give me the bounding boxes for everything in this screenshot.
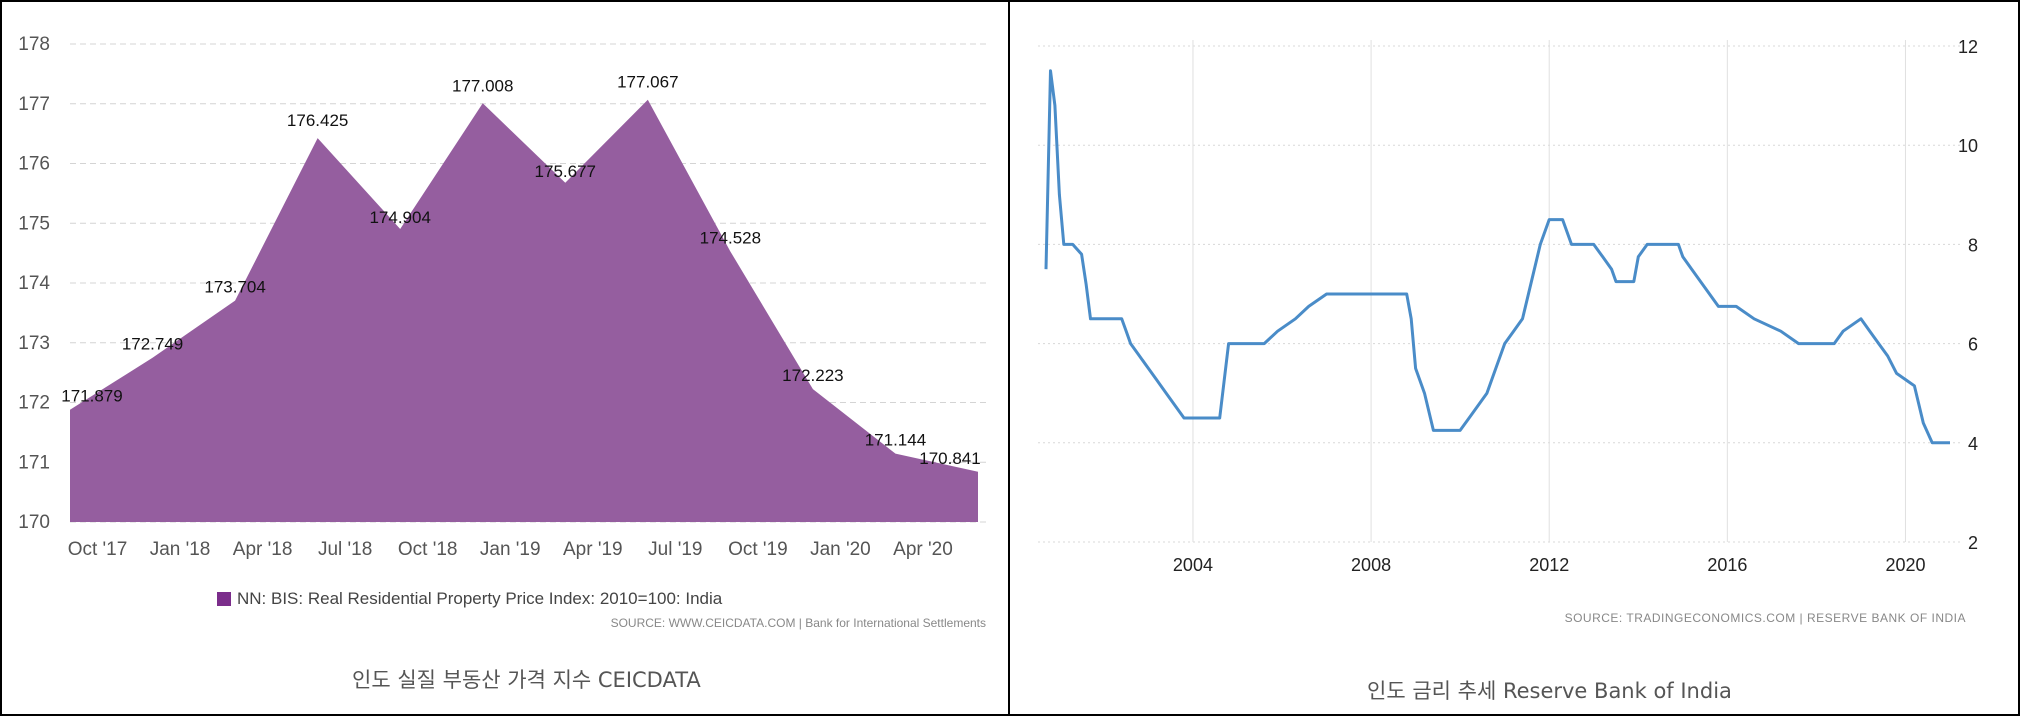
y-tick-label: 12 bbox=[1958, 37, 1978, 57]
data-label: 173.704 bbox=[204, 278, 265, 297]
legend[interactable]: NN: BIS: Real Residential Property Price… bbox=[217, 589, 722, 609]
data-label: 177.008 bbox=[452, 76, 513, 95]
y-tick-label: 177 bbox=[18, 94, 50, 115]
source-note: SOURCE: TRADINGECONOMICS.COM | RESERVE B… bbox=[1564, 611, 1966, 625]
y-tick-label: 178 bbox=[18, 34, 50, 55]
y-tick-label: 173 bbox=[18, 333, 50, 354]
source-note: SOURCE: WWW.CEICDATA.COM | Bank for Inte… bbox=[610, 616, 986, 630]
data-label: 174.904 bbox=[369, 208, 430, 227]
x-tick-label: Apr '18 bbox=[233, 539, 293, 560]
y-tick-label: 170 bbox=[18, 512, 50, 533]
data-label: 172.749 bbox=[122, 335, 183, 354]
x-tick-label: Oct '18 bbox=[398, 539, 458, 560]
left-panel: 178 177 176 175 174 173 172 171 170 Oct '17 Jan '1… bbox=[0, 0, 1010, 716]
y-tick-label: 172 bbox=[18, 393, 50, 414]
data-label: 175.677 bbox=[535, 162, 596, 181]
data-label: 177.067 bbox=[617, 73, 678, 92]
x-tick-label: 2012 bbox=[1529, 555, 1569, 575]
x-tick-label: Jan '18 bbox=[150, 539, 211, 560]
right-panel: 12 10 8 6 4 2 2004 2008 2012 2016 2020 SOURCE: TRA… bbox=[1008, 0, 2020, 716]
area-series bbox=[70, 99, 978, 522]
x-tick-label: Apr '19 bbox=[563, 539, 623, 560]
legend-label: NN: BIS: Real Residential Property Price… bbox=[237, 589, 723, 608]
y-tick-label: 175 bbox=[18, 213, 50, 234]
x-tick-label: 2004 bbox=[1173, 555, 1213, 575]
x-tick-label: 2016 bbox=[1707, 555, 1747, 575]
property-price-chart: 178 177 176 175 174 173 172 171 170 Oct '17 Jan '1… bbox=[18, 34, 990, 560]
x-tick-label: Oct '17 bbox=[68, 539, 128, 560]
chart-caption: 인도 실질 부동산 가격 지수 CEICDATA bbox=[352, 668, 701, 692]
y-tick-label: 8 bbox=[1968, 235, 1978, 255]
x-tick-label: Jul '18 bbox=[318, 539, 372, 560]
data-label: 171.879 bbox=[61, 387, 122, 406]
data-label: 174.528 bbox=[700, 228, 761, 247]
x-tick-label: Jan '20 bbox=[810, 539, 871, 560]
y-tick-label: 6 bbox=[1968, 335, 1978, 355]
y-tick-label: 2 bbox=[1968, 533, 1978, 553]
x-tick-label: 2020 bbox=[1885, 555, 1925, 575]
y-tick-label: 174 bbox=[18, 273, 50, 294]
data-label: 172.223 bbox=[782, 366, 843, 385]
x-tick-label: Oct '19 bbox=[728, 539, 788, 560]
y-tick-label: 10 bbox=[1958, 136, 1978, 156]
chart-caption: 인도 금리 추세 Reserve Bank of India bbox=[1367, 679, 1732, 703]
x-tick-label: 2008 bbox=[1351, 555, 1391, 575]
data-label: 170.841 bbox=[919, 449, 980, 468]
y-tick-label: 4 bbox=[1968, 434, 1978, 454]
x-tick-label: Apr '20 bbox=[893, 539, 953, 560]
x-tick-label: Jul '19 bbox=[648, 539, 702, 560]
data-label: 176.425 bbox=[287, 111, 348, 130]
interest-rate-chart: 12 10 8 6 4 2 2004 2008 2012 2016 2020 bbox=[1038, 37, 1978, 575]
y-tick-label: 171 bbox=[18, 452, 50, 473]
rate-line bbox=[1044, 69, 1950, 445]
legend-swatch bbox=[217, 592, 231, 606]
x-tick-label: Jan '19 bbox=[480, 539, 541, 560]
data-label: 171.144 bbox=[865, 431, 926, 450]
y-tick-label: 176 bbox=[18, 154, 50, 175]
